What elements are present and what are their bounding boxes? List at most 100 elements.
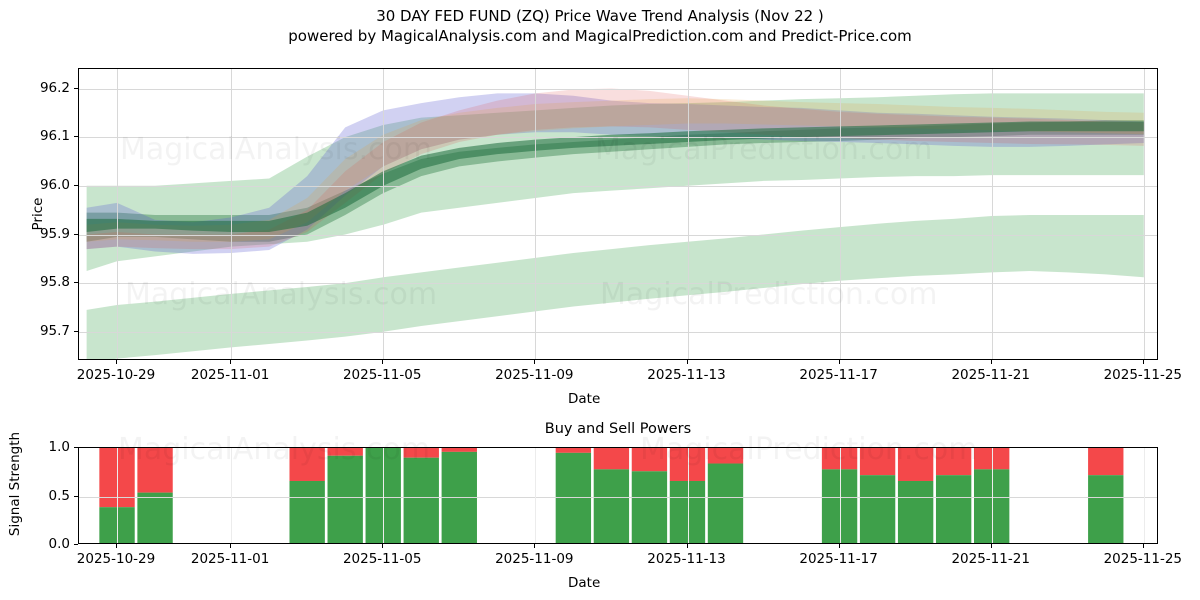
buy-power-bar[interactable]	[707, 463, 744, 543]
signal-chart-title: Buy and Sell Powers	[544, 421, 692, 437]
sell-power-bar[interactable]	[593, 448, 630, 470]
sell-power-bar[interactable]	[707, 448, 744, 464]
buy-power-bar[interactable]	[289, 480, 325, 543]
buy-power-bar[interactable]	[555, 452, 592, 543]
signal-y-tickmark	[74, 544, 78, 545]
price-x-tick-label: 2025-11-01	[190, 367, 270, 383]
signal-gridline-v	[231, 448, 233, 543]
price-x-tickmark	[382, 360, 384, 364]
price-y-tickmark	[74, 282, 78, 284]
buy-power-bar[interactable]	[403, 457, 439, 543]
price-y-tick-label: 96.0	[39, 176, 70, 193]
page-title: 30 DAY FED FUND (ZQ) Price Wave Trend An…	[376, 7, 824, 25]
price-y-tick-label: 96.2	[39, 79, 70, 96]
price-x-tickmark	[990, 360, 992, 364]
price-x-tickmark	[230, 360, 232, 364]
buy-power-bar[interactable]	[859, 475, 896, 543]
buy-power-bar[interactable]	[669, 480, 706, 543]
price-gridline-h	[79, 331, 1157, 333]
signal-x-tick-label: 2025-11-13	[647, 551, 726, 567]
signal-gridline-v	[687, 448, 689, 543]
signal-gridline-v	[839, 448, 841, 543]
buy-power-bar[interactable]	[935, 475, 972, 543]
price-x-tick-label: 2025-11-25	[1103, 367, 1183, 383]
signal-x-tickmark	[1142, 544, 1144, 548]
signal-x-tick-label: 2025-11-09	[495, 551, 574, 567]
buy-power-bar[interactable]	[973, 469, 1010, 543]
price-gridline-h	[79, 88, 1157, 90]
signal-x-tick-label: 2025-11-01	[190, 551, 270, 567]
price-gridline-v	[535, 69, 537, 359]
sell-power-bar[interactable]	[441, 448, 477, 452]
sell-power-bar[interactable]	[327, 448, 363, 456]
price-gridline-v	[383, 69, 385, 359]
signal-chart-plot-area	[79, 448, 1157, 543]
price-gridline-v	[839, 69, 841, 359]
price-band-dark-green-trend-core	[86, 121, 1144, 233]
price-gridline-v	[117, 69, 118, 359]
buy-power-bar[interactable]	[897, 480, 934, 543]
price-x-tickmark	[838, 360, 840, 364]
price-x-tickmark	[686, 360, 688, 364]
price-y-tickmark	[74, 184, 78, 186]
signal-chart-axes	[78, 447, 1158, 544]
sell-power-bar[interactable]	[821, 448, 858, 470]
sell-power-bar[interactable]	[859, 448, 896, 476]
page-subtitle: powered by MagicalAnalysis.com and Magic…	[288, 27, 912, 45]
signal-x-tick-label: 2025-11-17	[799, 551, 878, 567]
signal-x-tickmark	[382, 544, 384, 548]
signal-x-tick-label: 2025-11-25	[1103, 551, 1183, 567]
sell-power-bar[interactable]	[935, 448, 972, 476]
price-y-tick-label: 96.1	[39, 128, 70, 145]
buy-power-bar[interactable]	[631, 471, 668, 543]
sell-power-bar[interactable]	[1088, 448, 1124, 476]
sell-power-bar[interactable]	[631, 448, 668, 472]
price-x-tickmark	[534, 360, 536, 364]
sell-power-bar[interactable]	[669, 448, 706, 481]
price-wave-bands-svg	[86, 88, 1144, 359]
sell-power-bar[interactable]	[137, 448, 173, 493]
price-chart-axes	[78, 68, 1158, 360]
price-gridline-v	[687, 69, 689, 359]
price-gridline-v	[1143, 69, 1145, 359]
signal-x-axis-label: Date	[568, 575, 601, 591]
signal-gridline-v	[991, 448, 993, 543]
signal-x-tickmark	[534, 544, 536, 548]
price-gridline-h	[79, 283, 1157, 285]
signal-gridline-h	[79, 496, 1157, 498]
price-x-tickmark	[116, 360, 117, 364]
price-y-tick-label: 95.9	[39, 225, 70, 242]
sell-power-bar[interactable]	[973, 448, 1010, 470]
price-gridline-h	[79, 185, 1157, 187]
price-gridline-v	[991, 69, 993, 359]
signal-x-tick-label: 2025-11-21	[951, 551, 1030, 567]
price-y-tickmark	[74, 330, 78, 332]
price-x-tick-label: 2025-11-09	[495, 367, 574, 383]
buy-sell-bars-svg	[99, 448, 1124, 543]
price-y-tickmark	[74, 233, 78, 235]
signal-x-tickmark	[116, 544, 117, 548]
signal-x-tickmark	[686, 544, 688, 548]
price-y-tickmark	[74, 87, 78, 89]
sell-power-bar[interactable]	[289, 448, 325, 481]
buy-power-bar[interactable]	[821, 469, 858, 543]
sell-power-bar[interactable]	[403, 448, 439, 458]
price-gridline-h	[79, 137, 1157, 139]
buy-power-bar[interactable]	[1088, 475, 1124, 543]
signal-x-tick-label: 2025-11-05	[342, 551, 422, 567]
sell-power-bar[interactable]	[897, 448, 934, 481]
signal-x-tick-label: 2025-10-29	[76, 551, 156, 567]
sell-power-bar[interactable]	[555, 448, 592, 453]
title-block: 30 DAY FED FUND (ZQ) Price Wave Trend An…	[0, 6, 1200, 47]
buy-power-bar[interactable]	[137, 492, 173, 543]
price-x-tick-label: 2025-11-13	[647, 367, 726, 383]
price-gridline-v	[231, 69, 233, 359]
buy-power-bar[interactable]	[593, 469, 630, 543]
buy-power-bar[interactable]	[327, 455, 363, 543]
signal-y-tick-label: 0.5	[48, 487, 70, 504]
price-x-tick-label: 2025-10-29	[76, 367, 156, 383]
signal-gridline-v	[383, 448, 385, 543]
price-x-tick-label: 2025-11-17	[799, 367, 878, 383]
signal-gridline-v	[117, 448, 118, 543]
price-band-mid-green-core-band	[86, 120, 1144, 242]
